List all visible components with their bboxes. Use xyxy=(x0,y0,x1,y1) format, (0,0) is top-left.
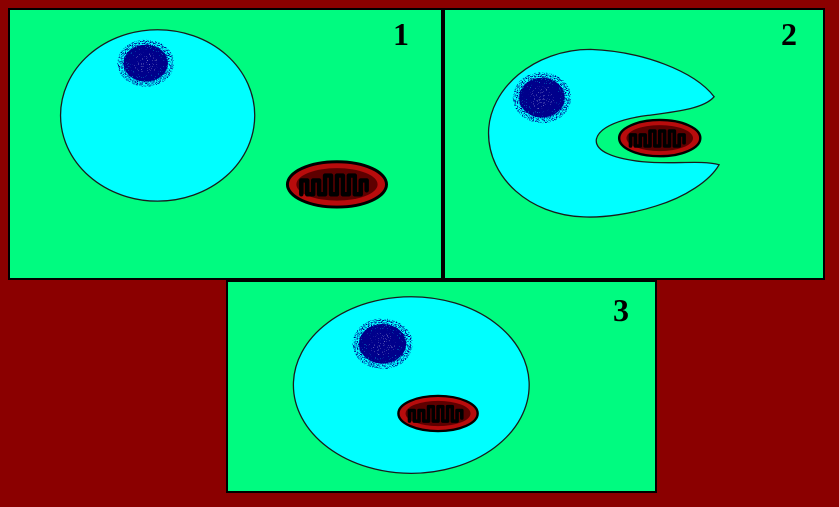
panel-2-drawing xyxy=(487,48,721,218)
nucleus-icon xyxy=(513,72,571,123)
panel-stage-1: 1 xyxy=(8,8,443,280)
nucleus-icon xyxy=(117,40,174,87)
mitochondrion-icon xyxy=(287,162,386,207)
panel-2-number: 2 xyxy=(781,16,797,52)
panel-stage-2: 2 xyxy=(443,8,825,280)
panel-stage-3: 3 xyxy=(226,280,657,493)
mitochondrion-icon xyxy=(617,118,703,159)
mitochondrion-icon xyxy=(396,394,480,433)
panel-3-drawing xyxy=(292,296,530,474)
cell-icon xyxy=(59,29,256,202)
cell-icon xyxy=(292,296,530,474)
nucleus-icon xyxy=(353,319,413,370)
panel-1-number: 1 xyxy=(393,16,409,52)
panel-1-drawing xyxy=(59,29,441,278)
panel-3-number: 3 xyxy=(613,292,629,328)
